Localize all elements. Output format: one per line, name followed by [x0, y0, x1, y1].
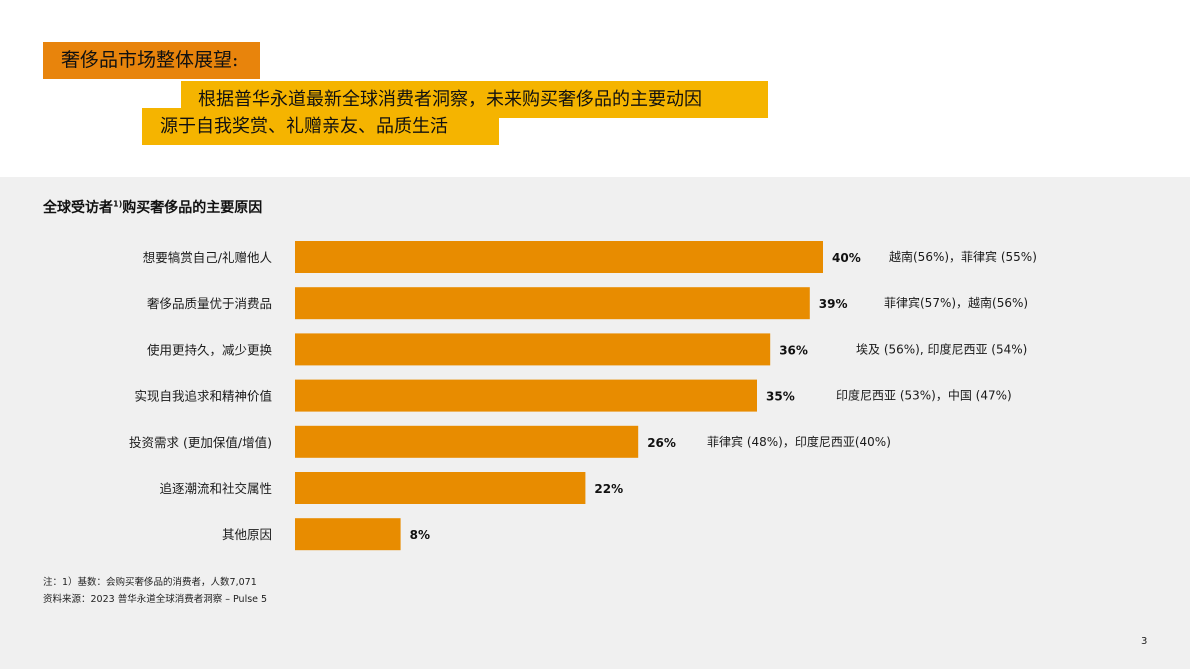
country-annotation: 越南(56%)，菲律宾 (55%)	[889, 249, 1037, 264]
chart-title: 全球受访者1)购买奢侈品的主要原因	[43, 199, 263, 216]
bar	[295, 472, 586, 504]
footnote-source: 资料来源：2023 普华永道全球消费者洞察 – Pulse 5	[43, 594, 268, 605]
value-label: 26%	[647, 436, 676, 450]
value-label: 8%	[410, 528, 430, 542]
category-label: 实现自我追求和精神价值	[134, 389, 272, 404]
category-label: 其他原因	[222, 527, 272, 542]
section-label: 奢侈品市场整体展望:	[43, 42, 260, 79]
bar	[295, 425, 639, 458]
category-label: 追逐潮流和社交属性	[159, 481, 272, 496]
category-label: 想要犒赏自己/礼赠他人	[143, 250, 273, 265]
bar	[295, 333, 771, 366]
bar	[295, 379, 757, 412]
footnote-base: 注：1）基数：会购买奢侈品的消费者，人数7,071	[43, 577, 257, 588]
country-annotation: 菲律宾(57%)，越南(56%)	[884, 295, 1028, 310]
value-label: 36%	[779, 343, 808, 357]
category-label: 投资需求 (更加保值/增值)	[129, 435, 272, 450]
bar	[295, 287, 810, 320]
value-label: 22%	[594, 482, 623, 496]
value-label: 40%	[832, 251, 861, 265]
headline-line-2: 源于自我奖赏、礼赠亲友、品质生活	[142, 108, 499, 145]
country-annotation: 印度尼西亚 (53%)，中国 (47%)	[836, 388, 1012, 403]
bar	[295, 241, 823, 273]
category-label: 使用更持久，减少更换	[147, 342, 273, 357]
country-annotation: 埃及 (56%), 印度尼西亚 (54%)	[856, 341, 1027, 356]
page-number: 3	[1141, 636, 1148, 647]
value-label: 35%	[766, 390, 795, 404]
country-annotation: 菲律宾 (48%)，印度尼西亚(40%)	[707, 434, 891, 449]
category-label: 奢侈品质量优于消费品	[147, 296, 272, 311]
value-label: 39%	[819, 297, 848, 311]
bar	[295, 518, 401, 551]
